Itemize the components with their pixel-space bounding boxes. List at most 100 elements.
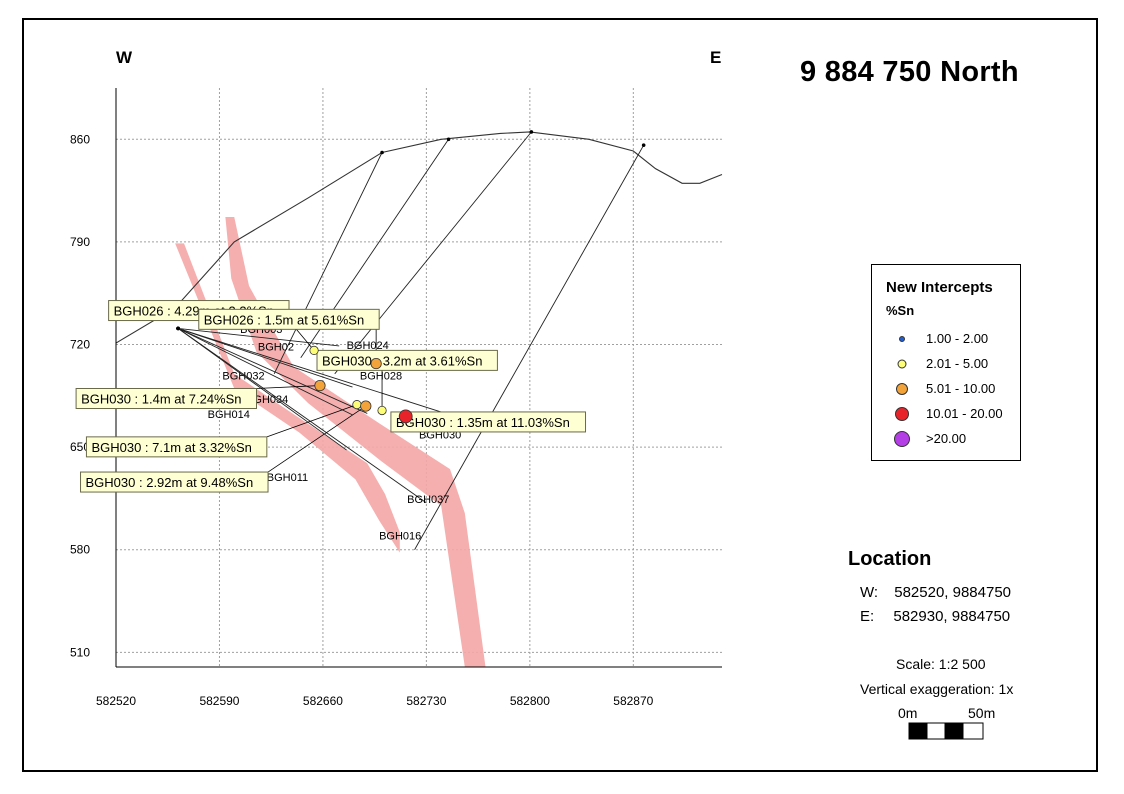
callout-box: [316, 349, 498, 371]
x-tick-label: 582800: [510, 694, 550, 708]
location-west: W: 582520, 9884750: [860, 584, 1011, 601]
location-east: E: 582930, 9884750: [860, 608, 1010, 625]
drillhole-label: BGH014: [208, 409, 250, 421]
drillhole-collar: [446, 137, 451, 142]
intercept-point: [309, 345, 319, 355]
vertical-exaggeration-text: Vertical exaggeration: 1x: [860, 681, 1014, 697]
callout-box: [75, 387, 257, 409]
scale-text: Scale: 1:2 500: [896, 656, 986, 672]
y-tick-label: 650: [70, 440, 90, 454]
drillhole-label: BGH016: [379, 530, 421, 542]
callout-box: [85, 436, 268, 458]
axes: 582520 582590 582660 582730 582800 582870 860 7…: [70, 88, 722, 708]
callout-box: [80, 471, 269, 493]
drillhole-trace: [177, 327, 353, 416]
drillhole-label: BGH028: [360, 371, 402, 383]
intercept-point: [360, 400, 372, 412]
callout-label: BGH030 : 3.2m at 3.61%Sn: [322, 353, 482, 368]
drillhole-trace: [177, 327, 368, 414]
topography-line: [115, 131, 723, 344]
x-tick-label: 582660: [303, 694, 343, 708]
drillhole-label: BGH032: [222, 371, 264, 383]
intercept-point: [398, 409, 413, 424]
legend-item: >20.00: [886, 429, 1016, 449]
location-west-key: W:: [860, 584, 879, 601]
drillhole-collar: [176, 326, 180, 331]
drillhole-trace: [178, 327, 340, 347]
legend-item: 10.01 - 20.00: [886, 404, 1016, 424]
drillhole-trace: [177, 328, 427, 504]
location-east-key: E:: [860, 608, 875, 625]
drillhole-trace: [273, 152, 383, 375]
legend-label: 5.01 - 10.00: [926, 381, 996, 396]
location-block: Location: [848, 548, 931, 571]
callout-label: BGH026 : 1.5m at 5.61%Sn: [204, 312, 364, 327]
x-tick-label: 582590: [199, 694, 239, 708]
grid-lines: [115, 88, 722, 667]
intercept-points: [309, 345, 413, 424]
drillhole-label: BGH011: [267, 472, 308, 484]
legend-swatch: [896, 383, 908, 395]
section-title: 9 884 750 North: [800, 56, 1019, 88]
topography: [115, 131, 723, 344]
drillhole-trace: [414, 144, 645, 550]
callout-label: BGH030 : 1.35m at 11.03%Sn: [396, 415, 570, 430]
legend-item: 1.00 - 2.00: [886, 329, 1016, 349]
scale-bar-end: 50m: [968, 705, 996, 721]
intercept-point: [377, 405, 387, 416]
callout-label: BGH030 : 2.92m at 9.48%Sn: [86, 475, 254, 490]
callout-leader: [267, 405, 367, 473]
legend-item: 2.01 - 5.00: [886, 354, 1016, 374]
y-tick-label: 860: [70, 132, 90, 146]
scale-bar-start: 0m: [898, 705, 918, 721]
ore-zones: [175, 216, 486, 667]
callout-leader: [266, 404, 358, 438]
location-heading: Location: [848, 548, 932, 570]
legend: New Intercepts %Sn 1.00 - 2.00 2.01 - 5.…: [871, 264, 1021, 461]
scale-bar-graphic: [908, 722, 984, 740]
drillhole-trace: [334, 131, 532, 375]
location-east-value: 582930, 9884750: [893, 608, 1011, 625]
intercept-point: [314, 379, 326, 392]
legend-label: 2.01 - 5.00: [926, 356, 989, 371]
drillhole-label: BGH02: [258, 341, 294, 353]
x-tick-label: 582870: [613, 694, 653, 708]
legend-swatch: [894, 431, 910, 447]
ore-zone: [225, 216, 486, 667]
legend-label: 10.01 - 20.00: [926, 406, 1003, 421]
legend-swatch: [899, 336, 905, 342]
callout-label: BGH030 : 1.4m at 7.24%Sn: [81, 391, 241, 406]
intercept-point: [370, 357, 382, 370]
drillhole-trace: [177, 327, 483, 426]
drillhole-collar: [529, 130, 534, 134]
x-tick-label: 582730: [406, 694, 446, 708]
drillhole-label: BGH037: [407, 494, 449, 506]
legend-item: 5.01 - 10.00: [886, 379, 1016, 399]
drillhole-collar: [380, 150, 384, 155]
callout-box: [198, 308, 380, 330]
x-tick-label: 582520: [96, 694, 136, 708]
legend-label: 1.00 - 2.00: [926, 331, 989, 346]
legend-title: New Intercepts: [886, 279, 993, 296]
callout-box: [390, 411, 587, 433]
callout-label: BGH030 : 7.1m at 3.32%Sn: [91, 440, 251, 455]
intercept-point: [352, 400, 362, 410]
y-tick-label: 580: [70, 543, 90, 557]
legend-unit: %Sn: [886, 303, 915, 318]
west-label: W: [116, 48, 133, 67]
drillhole-trace: [177, 327, 353, 388]
drillhole-label: BGH024: [347, 340, 389, 352]
east-label: E: [710, 48, 722, 67]
legend-label: >20.00: [926, 431, 967, 446]
legend-swatch: [895, 407, 909, 421]
y-tick-label: 790: [70, 235, 90, 249]
y-tick-label: 510: [70, 645, 90, 659]
location-west-value: 582520, 9884750: [894, 584, 1012, 601]
callout-leader: [256, 385, 320, 389]
map-frame: [22, 18, 1098, 772]
y-tick-label: 720: [70, 338, 90, 352]
legend-swatch: [897, 359, 907, 369]
drillhole-collar: [641, 143, 646, 147]
